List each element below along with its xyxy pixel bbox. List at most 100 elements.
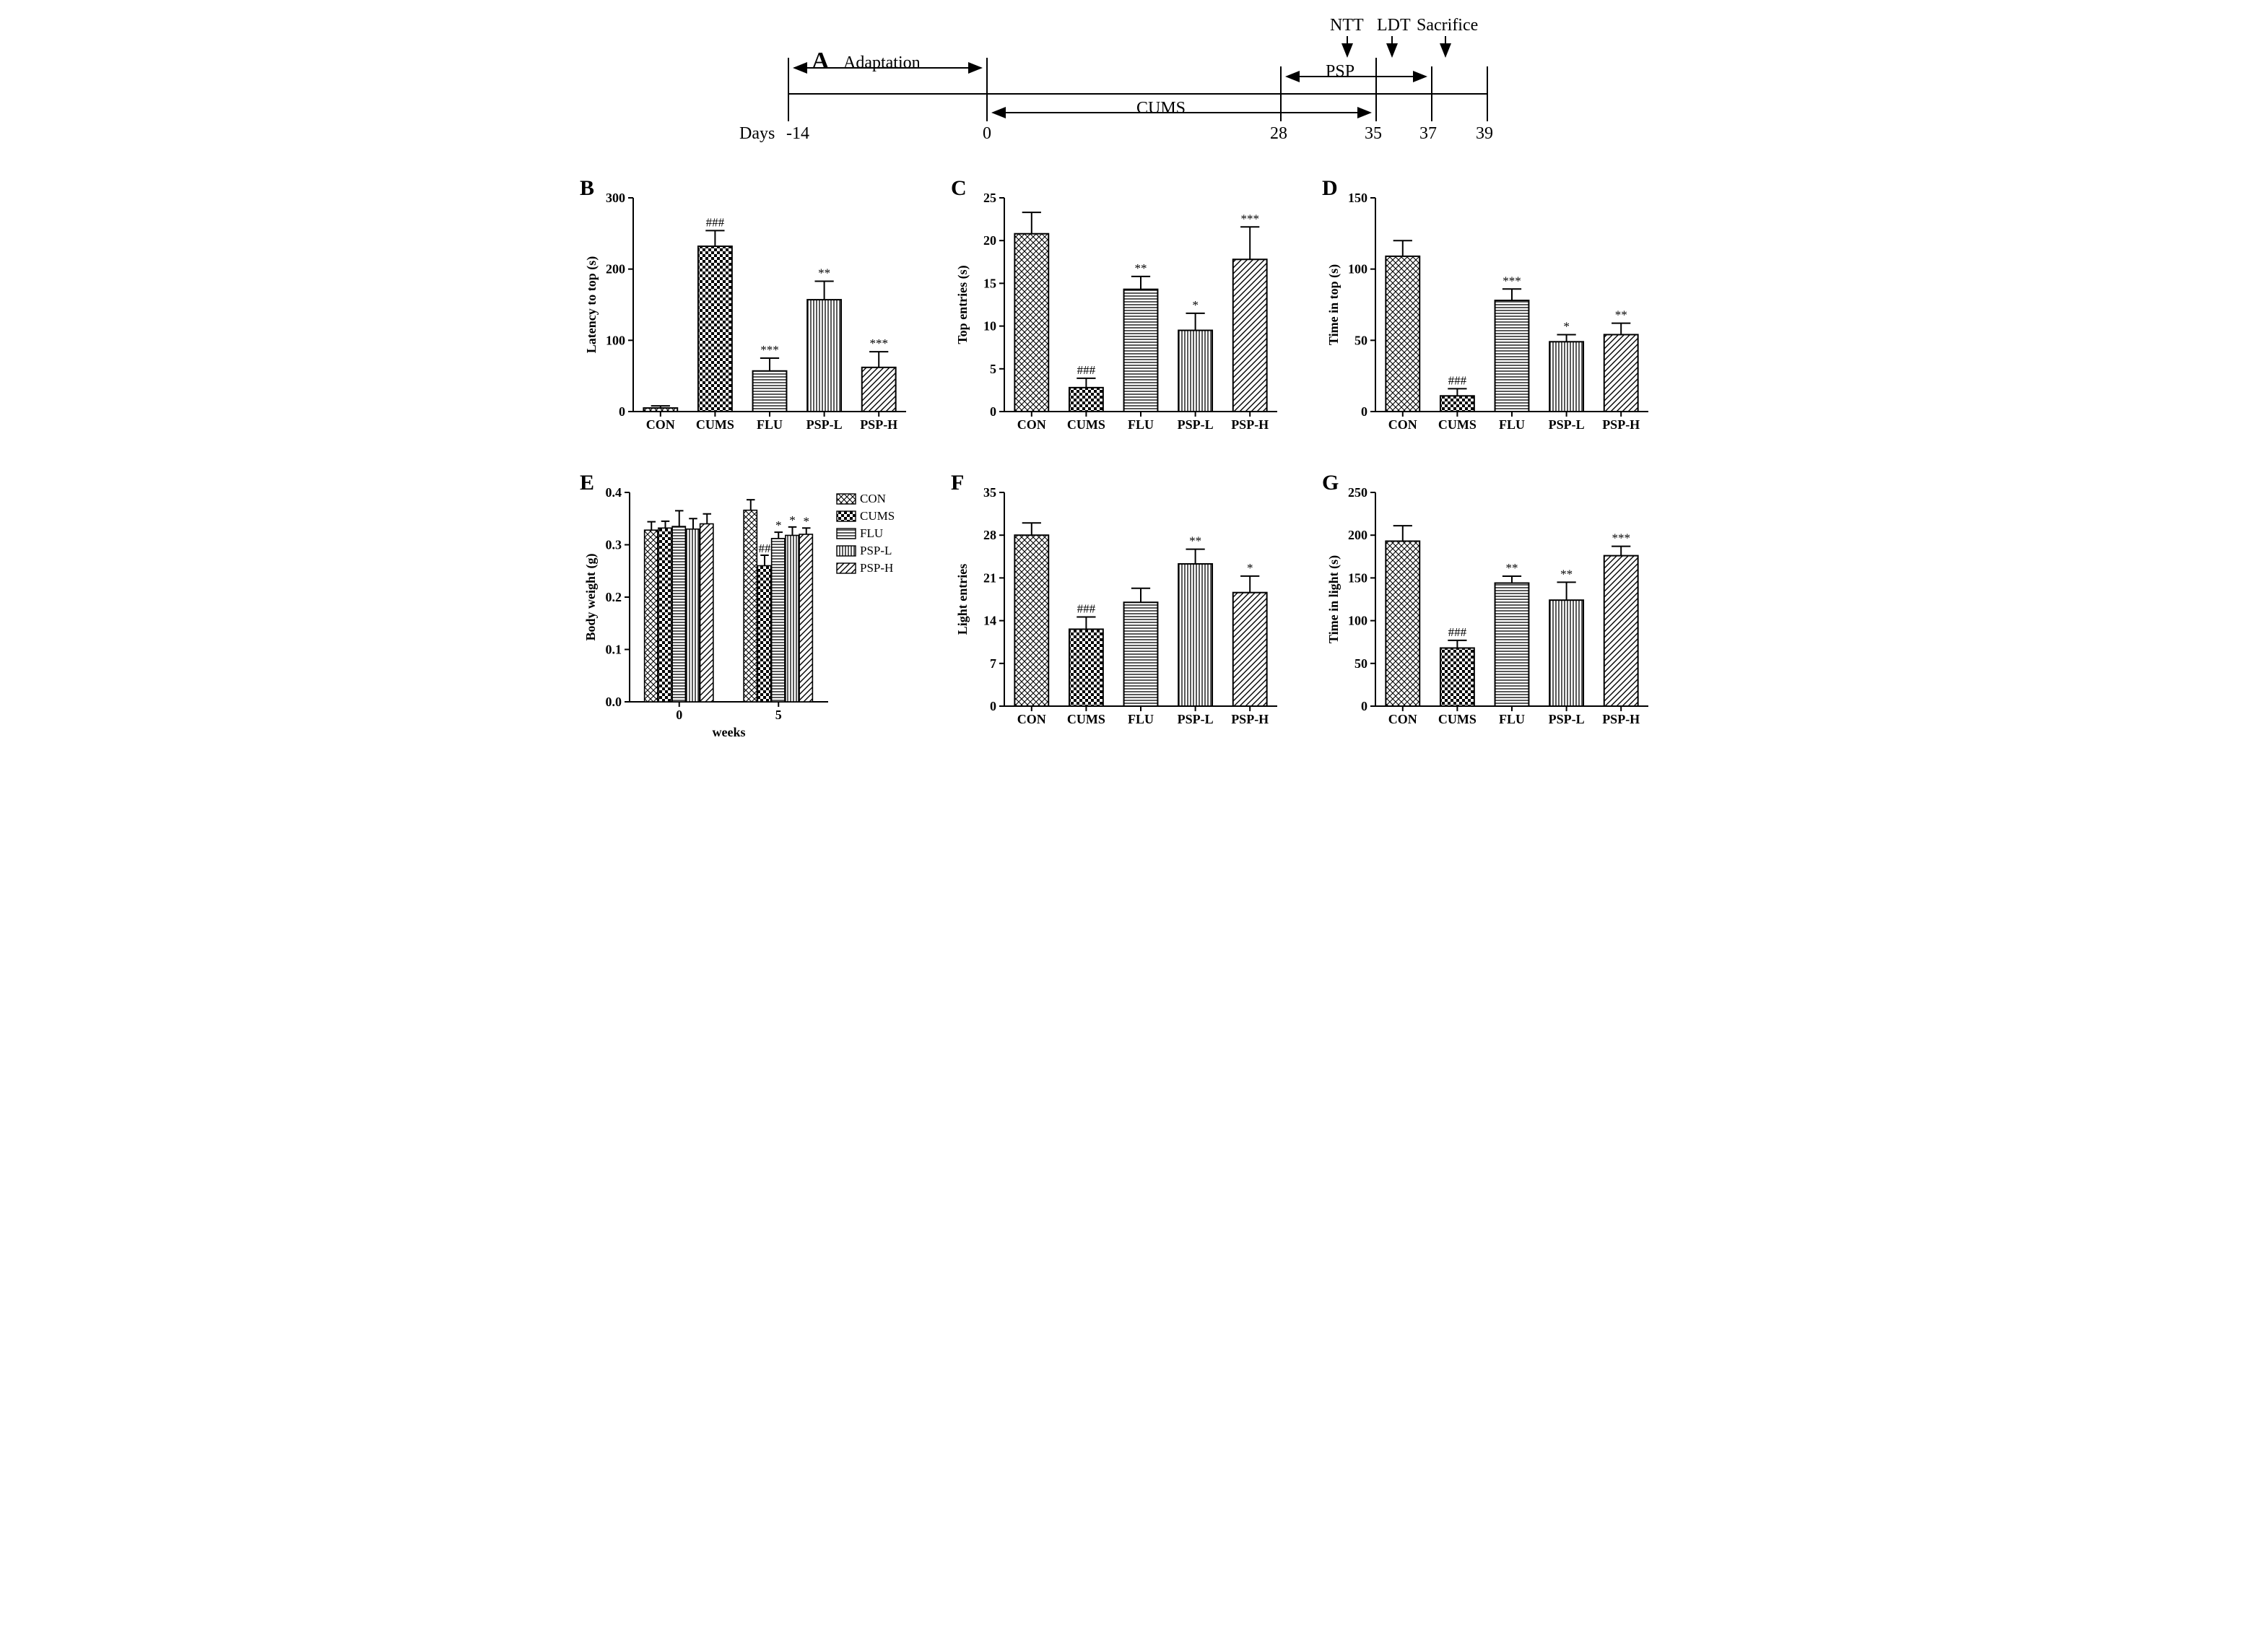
svg-text:*: * [1247, 561, 1253, 575]
svg-text:PSP-L: PSP-L [860, 544, 892, 557]
svg-text:5: 5 [990, 362, 996, 376]
figure-page: A NTT LDT Sacrifice [561, 0, 1683, 764]
svg-text:300: 300 [606, 191, 625, 205]
svg-text:FLU: FLU [1499, 417, 1525, 432]
svg-text:0.4: 0.4 [606, 485, 622, 500]
svg-text:Time in top (s): Time in top (s) [1326, 264, 1341, 345]
svg-text:0.1: 0.1 [606, 643, 622, 657]
svg-text:###: ### [1077, 602, 1096, 616]
svg-text:###: ### [1448, 625, 1467, 639]
svg-text:CON: CON [1017, 417, 1046, 432]
timeline-day-0: 0 [983, 124, 991, 144]
svg-text:**: ** [1189, 534, 1201, 548]
timeline-marker-ntt: NTT [1330, 16, 1364, 35]
svg-text:FLU: FLU [1128, 712, 1154, 726]
panel-E: E0.00.10.20.30.4Body weight (g)0##***5we… [575, 468, 926, 749]
chart-svg-F: F0714212835Light entriesCON###CUMSFLU**P… [947, 468, 1286, 749]
timeline-cums-label: CUMS [1136, 99, 1186, 118]
timeline-panel: A NTT LDT Sacrifice [725, 14, 1519, 159]
svg-text:7: 7 [990, 656, 996, 671]
panel-G: G050100150200250Time in light (s)CON###C… [1318, 468, 1669, 749]
chart-svg-E: E0.00.10.20.30.4Body weight (g)0##***5we… [575, 468, 915, 749]
svg-text:**: ** [1506, 561, 1518, 575]
svg-text:FLU: FLU [1499, 712, 1525, 726]
svg-text:250: 250 [1348, 485, 1367, 500]
svg-text:Body weight (g): Body weight (g) [583, 553, 599, 640]
svg-text:PSP-L: PSP-L [1178, 417, 1214, 432]
svg-text:50: 50 [1354, 333, 1367, 347]
svg-text:14: 14 [983, 614, 996, 628]
panel-B: B0100200300Latency to top (s)CON###CUMS*… [575, 173, 926, 455]
svg-text:###: ### [1077, 363, 1096, 377]
timeline-marker-ldt: LDT [1377, 16, 1411, 35]
svg-text:35: 35 [983, 485, 996, 500]
timeline-psp-label: PSP [1326, 62, 1354, 82]
svg-text:28: 28 [983, 528, 996, 542]
svg-text:Latency to top (s): Latency to top (s) [584, 256, 599, 353]
svg-text:100: 100 [1348, 614, 1367, 628]
svg-text:***: *** [1502, 274, 1521, 287]
svg-text:25: 25 [983, 191, 996, 205]
svg-text:0: 0 [1361, 404, 1367, 419]
chart-svg-B: B0100200300Latency to top (s)CON###CUMS*… [575, 173, 915, 455]
svg-text:CON: CON [1388, 417, 1417, 432]
svg-text:0: 0 [619, 404, 625, 419]
svg-text:*: * [1563, 319, 1570, 333]
svg-text:FLU: FLU [860, 526, 883, 540]
svg-text:CUMS: CUMS [1067, 712, 1105, 726]
svg-text:FLU: FLU [757, 417, 783, 432]
svg-text:0.2: 0.2 [606, 590, 622, 604]
panel-D: D050100150Time in top (s)CON###CUMS***FL… [1318, 173, 1669, 455]
svg-text:B: B [580, 176, 594, 200]
svg-text:CUMS: CUMS [1438, 712, 1477, 726]
svg-text:0: 0 [990, 404, 996, 419]
timeline-adaptation-label: Adaptation [843, 53, 921, 73]
svg-text:PSP-L: PSP-L [806, 417, 843, 432]
svg-text:CUMS: CUMS [1438, 417, 1477, 432]
svg-text:***: *** [1240, 212, 1259, 225]
timeline-marker-sacrifice: Sacrifice [1417, 16, 1478, 35]
svg-text:FLU: FLU [1128, 417, 1154, 432]
timeline-svg [725, 14, 1519, 159]
timeline-day-35: 35 [1365, 124, 1382, 144]
svg-text:CON: CON [1388, 712, 1417, 726]
svg-text:Light entries: Light entries [955, 564, 970, 635]
timeline-day-m14: -14 [786, 124, 809, 144]
svg-text:Top entries (s): Top entries (s) [955, 265, 970, 344]
panel-F: F0714212835Light entriesCON###CUMSFLU**P… [947, 468, 1297, 749]
svg-text:*: * [804, 514, 810, 528]
svg-text:150: 150 [1348, 570, 1367, 585]
svg-text:PSP-H: PSP-H [1231, 417, 1269, 432]
svg-text:5: 5 [775, 708, 782, 722]
svg-text:0: 0 [990, 699, 996, 713]
svg-text:C: C [951, 176, 967, 200]
svg-text:***: *** [869, 336, 888, 350]
svg-text:E: E [580, 471, 594, 495]
svg-text:200: 200 [606, 262, 625, 277]
svg-text:*: * [775, 518, 782, 532]
svg-text:Time in light (s): Time in light (s) [1326, 555, 1341, 643]
svg-text:PSP-H: PSP-H [860, 561, 893, 575]
svg-text:PSP-L: PSP-L [1549, 712, 1585, 726]
svg-text:0.0: 0.0 [606, 695, 622, 709]
svg-text:PSP-H: PSP-H [1602, 712, 1640, 726]
svg-text:21: 21 [983, 570, 996, 585]
chart-svg-D: D050100150Time in top (s)CON###CUMS***FL… [1318, 173, 1657, 455]
svg-text:0: 0 [1361, 699, 1367, 713]
svg-text:PSP-L: PSP-L [1178, 712, 1214, 726]
svg-text:20: 20 [983, 233, 996, 248]
svg-text:*: * [789, 513, 796, 527]
timeline-days-label: Days [739, 124, 775, 144]
svg-text:**: ** [1615, 308, 1627, 322]
svg-text:0: 0 [676, 708, 682, 722]
svg-text:D: D [1322, 176, 1338, 200]
timeline-day-37: 37 [1419, 124, 1437, 144]
svg-text:**: ** [1135, 261, 1147, 275]
panel-letter-A: A [812, 48, 830, 75]
svg-text:weeks: weeks [713, 725, 746, 739]
svg-text:0.3: 0.3 [606, 538, 622, 552]
svg-text:PSP-L: PSP-L [1549, 417, 1585, 432]
svg-text:10: 10 [983, 319, 996, 334]
svg-text:CUMS: CUMS [1067, 417, 1105, 432]
svg-text:CON: CON [646, 417, 675, 432]
